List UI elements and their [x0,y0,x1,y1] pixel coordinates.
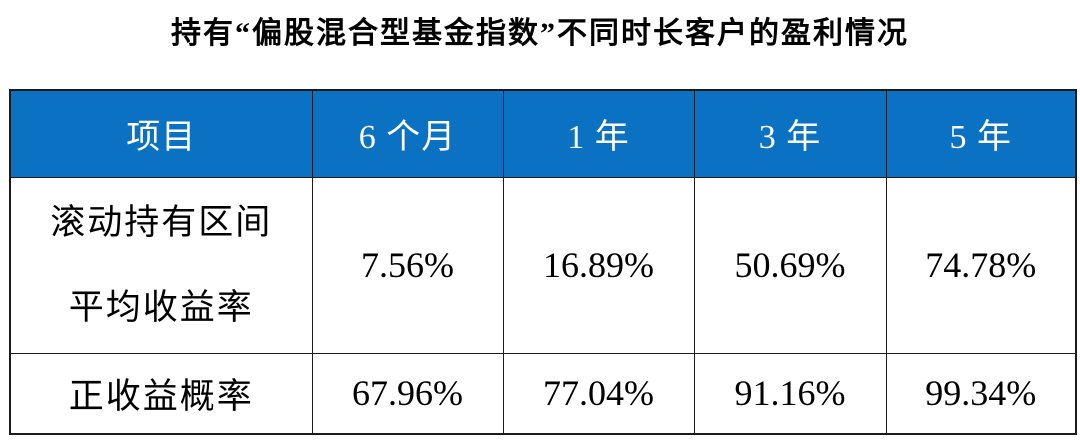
cell-avg-return-1-year: 16.89% [502,176,695,354]
table-row-avg-return: 滚动持有区间 平均收益率 7.56% 16.89% 50.69% 74.78% [9,176,1077,354]
cell-avg-return-6-months: 7.56% [311,176,504,354]
cell-positive-probability-3-years: 91.16% [693,352,887,435]
header-cell-1-year: 1 年 [502,89,695,178]
row-label-avg-return-line1: 滚动持有区间 [50,203,273,242]
page-title: 持有“偏股混合型基金指数”不同时长客户的盈利情况 [171,17,909,50]
cell-positive-probability-6-months: 67.96% [311,352,504,435]
header-cell-6-months: 6 个月 [311,89,504,178]
table-row-positive-probability: 正收益概率 67.96% 77.04% 91.16% 99.34% [9,352,1077,435]
cell-positive-probability-1-year: 77.04% [502,352,695,435]
row-label-avg-return: 滚动持有区间 平均收益率 [9,176,313,354]
row-label-avg-return-line2: 平均收益率 [68,288,254,327]
cell-positive-probability-5-years: 99.34% [885,352,1077,435]
header-cell-5-years: 5 年 [885,89,1077,178]
cell-avg-return-3-years: 50.69% [693,176,887,354]
profit-table: 项目 6 个月 1 年 3 年 5 年 滚动持有区间 平均收益率 7.56% 1… [9,89,1077,435]
row-label-positive-probability: 正收益概率 [9,352,313,435]
header-cell-3-years: 3 年 [693,89,887,178]
header-cell-project: 项目 [9,89,313,178]
cell-avg-return-5-years: 74.78% [885,176,1077,354]
header-row: 项目 6 个月 1 年 3 年 5 年 [9,89,1077,178]
